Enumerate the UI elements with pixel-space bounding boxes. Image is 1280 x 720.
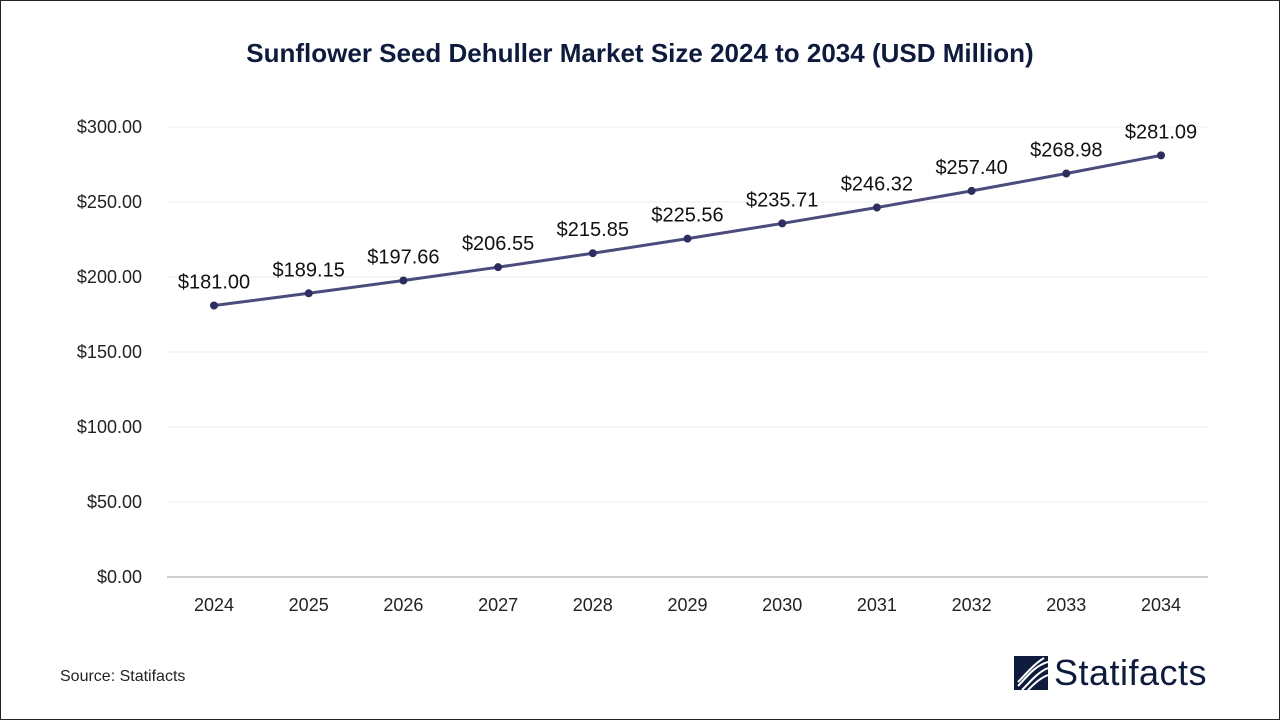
data-point bbox=[588, 249, 597, 258]
data-point bbox=[1157, 151, 1165, 160]
logo-text: Statifacts bbox=[1054, 652, 1208, 693]
x-tick-label: 2031 bbox=[857, 595, 897, 615]
data-label: $197.66 bbox=[367, 247, 439, 269]
series-line bbox=[213, 153, 1162, 307]
y-tick-label: $200.00 bbox=[77, 267, 142, 287]
source-note: Source: Statifacts bbox=[60, 668, 186, 685]
data-label: $225.56 bbox=[651, 205, 723, 227]
data-point bbox=[494, 263, 503, 272]
data-point bbox=[399, 276, 408, 285]
data-label: $215.85 bbox=[557, 219, 629, 241]
data-point bbox=[778, 219, 787, 228]
x-tick-label: 2034 bbox=[1141, 595, 1181, 615]
x-tick-label: 2026 bbox=[383, 595, 423, 615]
data-label: $257.40 bbox=[935, 157, 1007, 179]
x-tick-label: 2025 bbox=[289, 595, 329, 615]
data-point bbox=[210, 301, 218, 310]
statifacts-logo: Statifacts bbox=[1014, 652, 1207, 694]
y-tick-label: $250.00 bbox=[77, 192, 142, 212]
data-label: $268.98 bbox=[1030, 140, 1102, 162]
x-tick-label: 2027 bbox=[478, 595, 518, 615]
data-label: $246.32 bbox=[841, 174, 913, 196]
x-tick-label: 2030 bbox=[762, 595, 802, 615]
data-label: $206.55 bbox=[462, 233, 534, 255]
data-label: $281.09 bbox=[1125, 121, 1197, 143]
x-tick-label: 2033 bbox=[1046, 595, 1086, 615]
chart-title: Sunflower Seed Dehuller Market Size 2024… bbox=[246, 38, 1034, 68]
y-tick-label: $0.00 bbox=[97, 567, 142, 587]
x-tick-label: 2024 bbox=[194, 595, 234, 615]
y-tick-label: $50.00 bbox=[87, 492, 142, 512]
data-label: $181.00 bbox=[178, 272, 250, 294]
data-point bbox=[683, 234, 692, 243]
y-tick-label: $100.00 bbox=[77, 417, 142, 437]
statifacts-logo-icon bbox=[1014, 656, 1048, 690]
data-label: $189.15 bbox=[273, 259, 345, 281]
x-tick-label: 2028 bbox=[573, 595, 613, 615]
x-tick-label: 2029 bbox=[667, 595, 707, 615]
x-tick-label: 2032 bbox=[952, 595, 992, 615]
y-tick-label: $150.00 bbox=[77, 342, 142, 362]
data-point bbox=[967, 186, 976, 195]
data-point bbox=[304, 289, 313, 298]
data-point bbox=[872, 203, 881, 212]
data-point bbox=[1062, 169, 1071, 178]
y-tick-label: $300.00 bbox=[77, 117, 142, 137]
data-label: $235.71 bbox=[746, 189, 818, 211]
